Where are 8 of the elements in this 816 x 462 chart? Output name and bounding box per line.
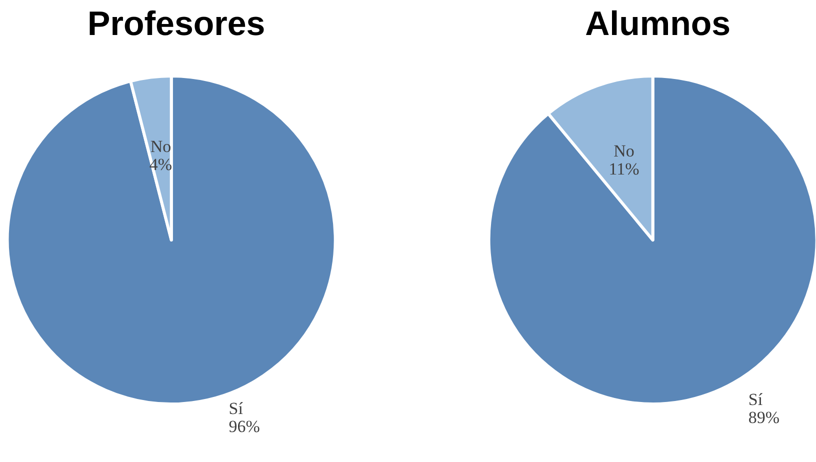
slice-label: Sí (228, 399, 244, 418)
data-label: 89% (748, 408, 780, 427)
chart-title: Alumnos (585, 5, 731, 43)
chart-title: Profesores (88, 5, 266, 43)
data-label: 11% (608, 160, 640, 179)
slice-label: No (614, 142, 634, 161)
slice-label: Sí (748, 390, 763, 409)
data-label: 96% (228, 417, 260, 436)
